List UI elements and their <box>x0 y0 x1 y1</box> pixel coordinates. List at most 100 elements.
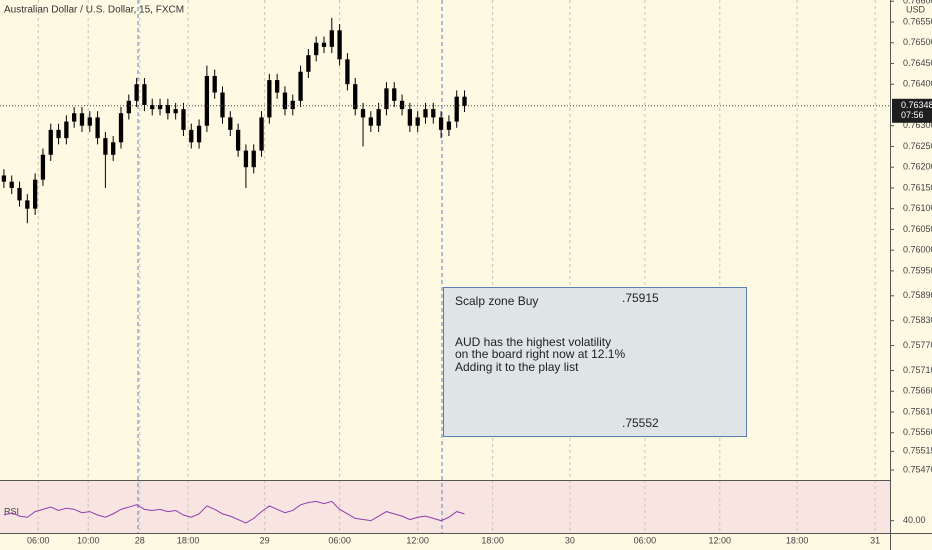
candle-body <box>368 117 373 126</box>
candle-body <box>298 71 303 101</box>
candle-body <box>79 113 85 126</box>
annotation-upper: .75915 <box>622 291 659 305</box>
candle-body <box>462 96 467 106</box>
candle-body <box>95 117 100 139</box>
candle-body <box>17 187 22 201</box>
candle-body <box>181 109 186 130</box>
x-tick-label: 12:00 <box>709 535 732 545</box>
candle-body <box>32 179 38 209</box>
annotation-box: Scalp zone Buy .75915 AUD has the highes… <box>443 287 747 437</box>
candle-body <box>9 181 14 188</box>
candle-body <box>243 150 249 168</box>
x-tick-label: 30 <box>565 535 575 545</box>
x-tick-label: 12:00 <box>406 535 429 545</box>
candle-body <box>25 200 30 209</box>
candle-body <box>235 129 241 151</box>
annotation-line: Adding it to the play list <box>455 360 579 374</box>
candle-body <box>407 109 413 126</box>
x-tick-label: 18:00 <box>786 535 809 545</box>
x-tick-label: 10:00 <box>77 535 100 545</box>
candle-body <box>329 30 334 47</box>
candle-body <box>173 109 178 114</box>
x-tick-label: 18:00 <box>177 535 200 545</box>
candle-body <box>111 142 116 155</box>
x-tick-label: 06:00 <box>634 535 657 545</box>
price-label-bg <box>892 98 932 123</box>
annotation-line: on the board right now at 12.1% <box>455 347 625 361</box>
x-tick-label: 06:00 <box>27 535 50 545</box>
rsi-pane <box>0 481 890 533</box>
annotation-title: Scalp zone Buy <box>455 294 538 308</box>
candle-body <box>454 96 459 122</box>
candle-body <box>321 42 327 47</box>
candle-body <box>376 109 381 126</box>
candle-body <box>87 117 92 126</box>
y-tick-label: 0.75515 <box>903 446 932 456</box>
candle-body <box>438 117 444 130</box>
candle-body <box>103 138 108 155</box>
candle-body <box>282 92 288 110</box>
candle-body <box>64 121 69 139</box>
x-tick-label: 18:00 <box>481 535 504 545</box>
candle-body <box>189 129 194 143</box>
candle-body <box>399 100 405 110</box>
candle-body <box>337 30 342 60</box>
candle-body <box>134 84 139 101</box>
candle-body <box>56 129 61 139</box>
candle-body <box>306 55 311 72</box>
y-tick-label: 0.75470 <box>903 464 932 474</box>
candle-body <box>72 113 77 122</box>
countdown-label: 07:56 <box>901 110 924 120</box>
candle-body <box>314 42 319 56</box>
candle-body <box>1 175 7 182</box>
candle-body <box>40 154 46 180</box>
candle-body <box>384 88 389 110</box>
current-price-label: 0.76348 <box>901 100 932 110</box>
x-tick-label: 06:00 <box>328 535 351 545</box>
annotation-lower: .75552 <box>622 416 659 430</box>
candle-body <box>415 117 420 126</box>
currency: USD <box>906 4 926 14</box>
candle-body <box>142 84 147 105</box>
rsi-line <box>3 500 465 524</box>
candle-body <box>212 75 217 93</box>
y-tick-label: 40.00 <box>903 515 926 525</box>
candle-body <box>220 92 225 118</box>
candle-body <box>392 88 397 101</box>
candle-body <box>204 75 210 126</box>
candle-body <box>423 109 428 118</box>
candle-body <box>360 109 366 118</box>
candle-body <box>196 125 202 143</box>
indicator-name: RSI <box>4 506 19 516</box>
candle-body <box>290 100 295 110</box>
candle-body <box>267 80 272 118</box>
candle-body <box>228 117 233 130</box>
candle-body <box>345 59 350 85</box>
candle-body <box>251 150 256 168</box>
annotation-line: AUD has the highest volatility <box>455 335 611 349</box>
x-tick-label: 28 <box>135 535 145 545</box>
candle-body <box>165 104 170 114</box>
candle-body <box>353 84 358 110</box>
candle-body <box>150 104 155 110</box>
candle-body <box>118 113 124 143</box>
